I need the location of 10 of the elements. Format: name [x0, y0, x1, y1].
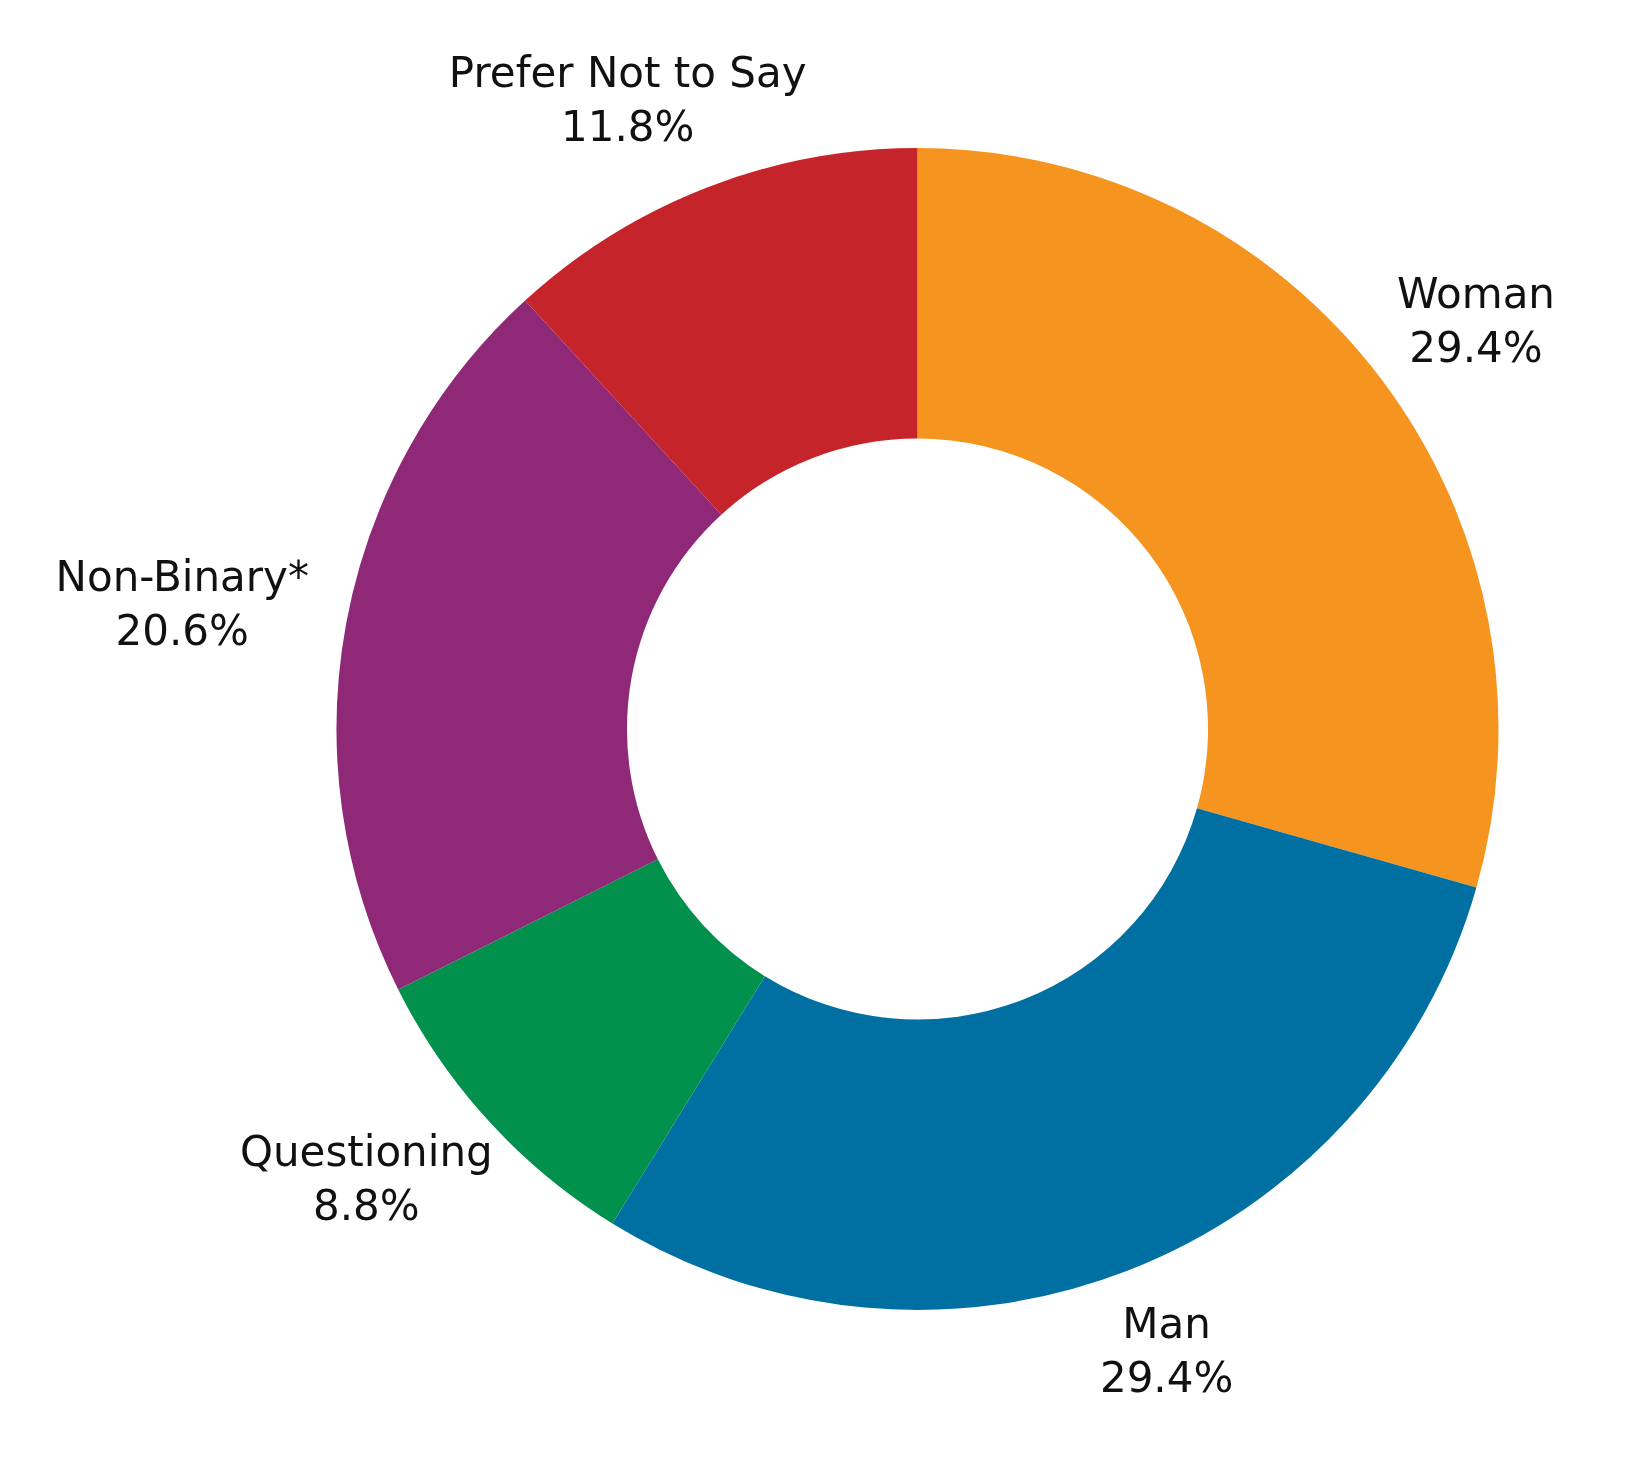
- data-label: 20.6%: [115, 606, 249, 656]
- data-label: 8.8%: [312, 1181, 420, 1231]
- slice-label: Prefer Not to Say: [448, 48, 807, 98]
- slice-label: Man: [1122, 1299, 1211, 1349]
- slice-label: Woman: [1396, 269, 1555, 319]
- data-label: 29.4%: [1409, 323, 1543, 373]
- slice-label: Questioning: [239, 1127, 493, 1177]
- data-label: 11.8%: [561, 102, 695, 152]
- slice-label: Non-Binary*: [55, 552, 309, 602]
- data-label: 29.4%: [1099, 1353, 1234, 1403]
